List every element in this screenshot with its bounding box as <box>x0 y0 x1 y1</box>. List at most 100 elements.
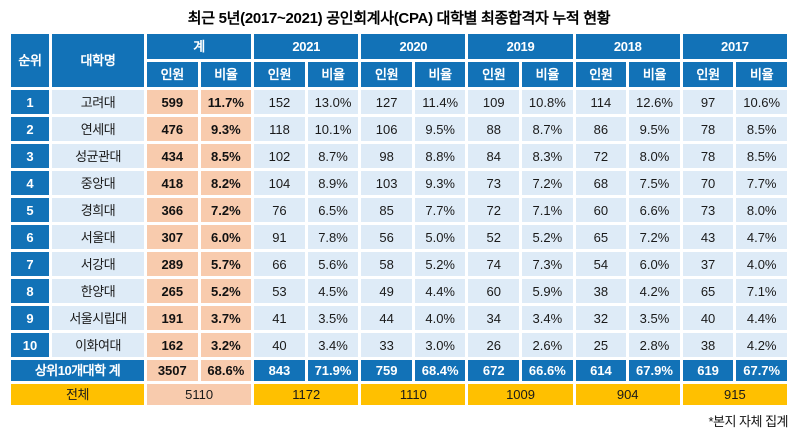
year-count-cell: 104 <box>254 171 305 195</box>
year-ratio-cell: 6.5% <box>307 198 359 222</box>
year-count-cell: 72 <box>468 198 520 222</box>
total-ratio-cell: 5.2% <box>200 279 252 303</box>
header-ratio: 비율 <box>200 62 252 87</box>
year-ratio-cell: 6.6% <box>629 198 680 222</box>
year-ratio-cell: 4.7% <box>736 225 787 249</box>
year-ratio-cell: 4.0% <box>736 252 787 276</box>
university-name-cell: 연세대 <box>52 117 144 141</box>
university-row: 9 서울시립대 191 3.7% 41 3.5% 44 4.0% 34 3.4% 32 3.5% 40 4… <box>11 306 787 330</box>
university-row: 10 이화여대 162 3.2% 40 3.4% 33 3.0% 26 2.6% 25 2.8% 38 4… <box>11 333 787 357</box>
year-ratio-cell: 8.0% <box>736 198 787 222</box>
year-ratio-cell: 7.2% <box>629 225 680 249</box>
year-ratio-cell: 7.3% <box>522 252 573 276</box>
year-count-cell: 78 <box>682 144 734 168</box>
university-row: 1 고려대 599 11.7% 152 13.0% 127 11.4% 109 10.8% 114 1… <box>11 90 787 114</box>
header-group-2021: 2021 <box>254 34 359 59</box>
header-count: 인원 <box>682 62 734 87</box>
header-ratio: 비율 <box>307 62 359 87</box>
total-count-cell: 307 <box>147 225 198 249</box>
year-ratio-cell: 8.3% <box>522 144 573 168</box>
year-count-cell: 58 <box>361 252 412 276</box>
total-ratio-cell: 8.5% <box>200 144 252 168</box>
table-header: 순위 대학명 계 2021 2020 2019 2018 2017 인원 비율 … <box>11 34 787 87</box>
year-ratio-cell: 8.9% <box>307 171 359 195</box>
top10-year-count-cell: 843 <box>254 360 305 381</box>
top10-year-ratio-cell: 71.9% <box>307 360 359 381</box>
top10-year-count-cell: 614 <box>575 360 627 381</box>
year-count-cell: 40 <box>682 306 734 330</box>
university-name-cell: 서울시립대 <box>52 306 144 330</box>
university-row: 4 중앙대 418 8.2% 104 8.9% 103 9.3% 73 7.2% 68 7.5% 70 7… <box>11 171 787 195</box>
year-count-cell: 33 <box>361 333 412 357</box>
total-ratio-cell: 8.2% <box>200 171 252 195</box>
top10-year-ratio-cell: 67.7% <box>736 360 787 381</box>
header-ratio: 비율 <box>414 62 466 87</box>
university-row: 7 서강대 289 5.7% 66 5.6% 58 5.2% 74 7.3% 54 6.0% 37 4.0… <box>11 252 787 276</box>
year-ratio-cell: 4.4% <box>736 306 787 330</box>
year-count-cell: 106 <box>361 117 412 141</box>
year-count-cell: 85 <box>361 198 412 222</box>
year-ratio-cell: 3.5% <box>307 306 359 330</box>
university-name-cell: 중앙대 <box>52 171 144 195</box>
year-ratio-cell: 5.9% <box>522 279 573 303</box>
rank-cell: 6 <box>11 225 49 249</box>
year-count-cell: 91 <box>254 225 305 249</box>
year-count-cell: 78 <box>682 117 734 141</box>
year-count-cell: 86 <box>575 117 627 141</box>
year-count-cell: 65 <box>682 279 734 303</box>
header-rank: 순위 <box>11 34 49 87</box>
year-count-cell: 73 <box>468 171 520 195</box>
total-ratio-cell: 6.0% <box>200 225 252 249</box>
year-count-cell: 97 <box>682 90 734 114</box>
total-ratio-cell: 3.7% <box>200 306 252 330</box>
total-count-cell: 476 <box>147 117 198 141</box>
university-row: 5 경희대 366 7.2% 76 6.5% 85 7.7% 72 7.1% 60 6.6% 73 8.0… <box>11 198 787 222</box>
year-count-cell: 32 <box>575 306 627 330</box>
year-ratio-cell: 3.5% <box>629 306 680 330</box>
university-row: 8 한양대 265 5.2% 53 4.5% 49 4.4% 60 5.9% 38 4.2% 65 7.1… <box>11 279 787 303</box>
rank-cell: 2 <box>11 117 49 141</box>
year-ratio-cell: 2.6% <box>522 333 573 357</box>
year-count-cell: 25 <box>575 333 627 357</box>
university-name-cell: 고려대 <box>52 90 144 114</box>
header-count: 인원 <box>468 62 520 87</box>
total-ratio-cell: 7.2% <box>200 198 252 222</box>
year-count-cell: 43 <box>682 225 734 249</box>
year-ratio-cell: 7.1% <box>522 198 573 222</box>
university-name-cell: 성균관대 <box>52 144 144 168</box>
year-ratio-cell: 8.0% <box>629 144 680 168</box>
year-ratio-cell: 3.4% <box>522 306 573 330</box>
year-count-cell: 60 <box>468 279 520 303</box>
header-ratio: 비율 <box>629 62 680 87</box>
rank-cell: 4 <box>11 171 49 195</box>
year-ratio-cell: 4.2% <box>736 333 787 357</box>
header-sub-row: 인원 비율 인원 비율 인원 비율 인원 비율 인원 비율 인원 비율 <box>11 62 787 87</box>
total-ratio-cell: 11.7% <box>200 90 252 114</box>
university-row: 2 연세대 476 9.3% 118 10.1% 106 9.5% 88 8.7% 86 9.5% 78… <box>11 117 787 141</box>
table-body: 1 고려대 599 11.7% 152 13.0% 127 11.4% 109 10.8% 114 1… <box>11 90 787 405</box>
overall-label-cell: 전체 <box>11 384 144 405</box>
year-ratio-cell: 8.8% <box>414 144 466 168</box>
university-name-cell: 이화여대 <box>52 333 144 357</box>
overall-total-row: 전체 5110 1172 1110 1009 904 915 <box>11 384 787 405</box>
year-count-cell: 84 <box>468 144 520 168</box>
year-ratio-cell: 6.0% <box>629 252 680 276</box>
rank-cell: 1 <box>11 90 49 114</box>
year-ratio-cell: 4.0% <box>414 306 466 330</box>
university-name-cell: 서강대 <box>52 252 144 276</box>
year-ratio-cell: 7.5% <box>629 171 680 195</box>
year-ratio-cell: 7.8% <box>307 225 359 249</box>
total-count-cell: 599 <box>147 90 198 114</box>
year-count-cell: 68 <box>575 171 627 195</box>
year-count-cell: 76 <box>254 198 305 222</box>
year-ratio-cell: 7.7% <box>414 198 466 222</box>
year-count-cell: 114 <box>575 90 627 114</box>
year-ratio-cell: 10.8% <box>522 90 573 114</box>
rank-cell: 3 <box>11 144 49 168</box>
year-count-cell: 53 <box>254 279 305 303</box>
university-row: 3 성균관대 434 8.5% 102 8.7% 98 8.8% 84 8.3% 72 8.0% 78 8… <box>11 144 787 168</box>
year-ratio-cell: 9.3% <box>414 171 466 195</box>
total-ratio-cell: 3.2% <box>200 333 252 357</box>
year-ratio-cell: 4.5% <box>307 279 359 303</box>
year-count-cell: 37 <box>682 252 734 276</box>
